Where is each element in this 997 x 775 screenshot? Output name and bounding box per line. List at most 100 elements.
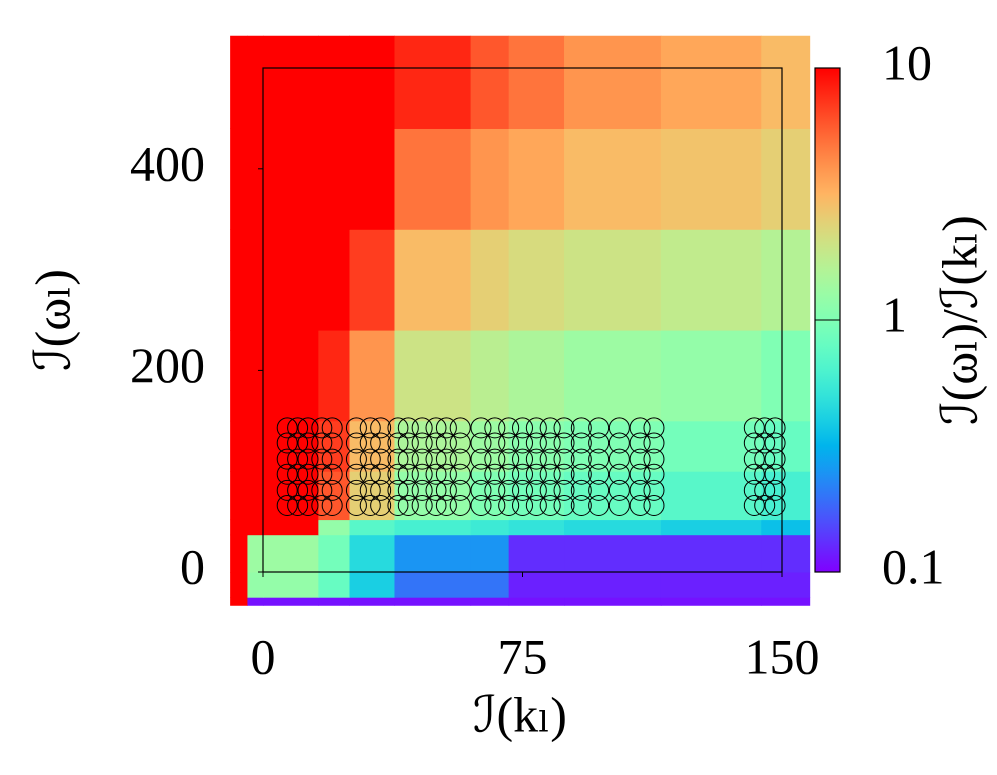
- x-tick-label: 75: [498, 628, 548, 684]
- heatmap-cell: [660, 330, 762, 422]
- heatmap-cell: [263, 128, 319, 230]
- heatmap-cell: [761, 229, 811, 331]
- scatter-point: [484, 494, 506, 516]
- scatter-point: [570, 432, 592, 454]
- heatmap-cell: [470, 128, 510, 230]
- heatmap-cell: [318, 420, 350, 472]
- scatter-point: [321, 494, 343, 516]
- scatter-point: [484, 432, 506, 454]
- heatmap-cell: [660, 471, 762, 521]
- scatter-point: [287, 432, 309, 454]
- scatter-point: [397, 463, 419, 485]
- scatter-point: [743, 494, 765, 516]
- scatter-point: [588, 479, 610, 501]
- heatmap-cell: [508, 572, 565, 598]
- heatmap-cell: [247, 572, 264, 598]
- scatter-point: [643, 448, 665, 470]
- scatter-point: [539, 479, 561, 501]
- heatmap-cell: [349, 229, 395, 331]
- heatmap-cell: [394, 597, 472, 606]
- heatmap-cell: [349, 519, 395, 536]
- scatter-point: [539, 463, 561, 485]
- heatmap-cell: [470, 330, 510, 422]
- scatter-point: [297, 448, 319, 470]
- scatter-point: [539, 417, 561, 439]
- scatter-point: [287, 417, 309, 439]
- heatmap-cell: [247, 35, 264, 129]
- heatmap-cell: [660, 534, 762, 573]
- scatter-point: [345, 463, 367, 485]
- scatter-point: [411, 479, 433, 501]
- heatmap-cell: [470, 519, 510, 536]
- scatter-point: [449, 479, 471, 501]
- heatmap-cell: [660, 229, 762, 331]
- heatmap-cell: [394, 572, 472, 598]
- heatmap-cell: [508, 534, 565, 573]
- scatter-point: [484, 417, 506, 439]
- y-tick-label: 0: [180, 538, 205, 594]
- scatter-point: [311, 417, 333, 439]
- scatter-point: [411, 448, 433, 470]
- scatter-point: [754, 494, 776, 516]
- scatter-point: [470, 448, 492, 470]
- scatter-point: [743, 463, 765, 485]
- scatter-point: [608, 463, 630, 485]
- heatmap-cell: [247, 519, 264, 536]
- scatter-point: [435, 463, 457, 485]
- heatmap-cell: [660, 572, 762, 598]
- heatmap-cell: [318, 330, 350, 422]
- scatter-point: [525, 417, 547, 439]
- scatter-point: [629, 463, 651, 485]
- heatmap-cell: [318, 35, 350, 129]
- scatter-point: [553, 479, 575, 501]
- scatter-point: [387, 417, 409, 439]
- scatter-point: [588, 494, 610, 516]
- heatmap-cell: [263, 572, 319, 598]
- scatter-point: [370, 479, 392, 501]
- scatter-point: [553, 448, 575, 470]
- scatter-point: [484, 479, 506, 501]
- heatmap-cell: [470, 572, 510, 598]
- heatmap-cell: [263, 597, 319, 606]
- scatter-point: [512, 417, 533, 439]
- scatter-point: [370, 463, 392, 485]
- scatter-point: [588, 432, 610, 454]
- heatmap-cell: [247, 597, 264, 606]
- scatter-point: [297, 432, 319, 454]
- scatter-point: [553, 463, 575, 485]
- scatter-point: [435, 479, 457, 501]
- heatmap-cell: [394, 534, 472, 573]
- scatter-point: [387, 448, 409, 470]
- scatter-point: [743, 448, 765, 470]
- scatter-point: [387, 432, 409, 454]
- heatmap-cell: [761, 420, 811, 472]
- scatter-point: [287, 463, 309, 485]
- scatter-point: [387, 463, 409, 485]
- scatter-point: [397, 448, 419, 470]
- heatmap-cell: [230, 330, 248, 422]
- scatter-point: [425, 417, 447, 439]
- scatter-point: [553, 494, 575, 516]
- scatter-point: [629, 417, 651, 439]
- scatter-point: [435, 417, 457, 439]
- heatmap-cell: [761, 534, 811, 573]
- scatter-point: [387, 494, 409, 516]
- heatmap-cell: [230, 572, 248, 598]
- heatmap-cell: [247, 471, 264, 521]
- y-tick-label: 200: [130, 337, 205, 393]
- scatter-point: [411, 432, 433, 454]
- scatter-point: [311, 432, 333, 454]
- heatmap-cell: [508, 35, 565, 129]
- scatter-point: [425, 432, 447, 454]
- scatter-point: [588, 463, 610, 485]
- scatter-point: [643, 479, 665, 501]
- scatter-point: [539, 432, 561, 454]
- x-tick-label: 0: [251, 628, 276, 684]
- scatter-point: [470, 432, 492, 454]
- y-axis-label: ℐ(ωₗ): [24, 269, 80, 371]
- heatmap-cell: [247, 330, 264, 422]
- heatmap-cell: [470, 229, 510, 331]
- scatter-point: [470, 463, 492, 485]
- scatter-point: [588, 448, 610, 470]
- scatter-point: [553, 417, 575, 439]
